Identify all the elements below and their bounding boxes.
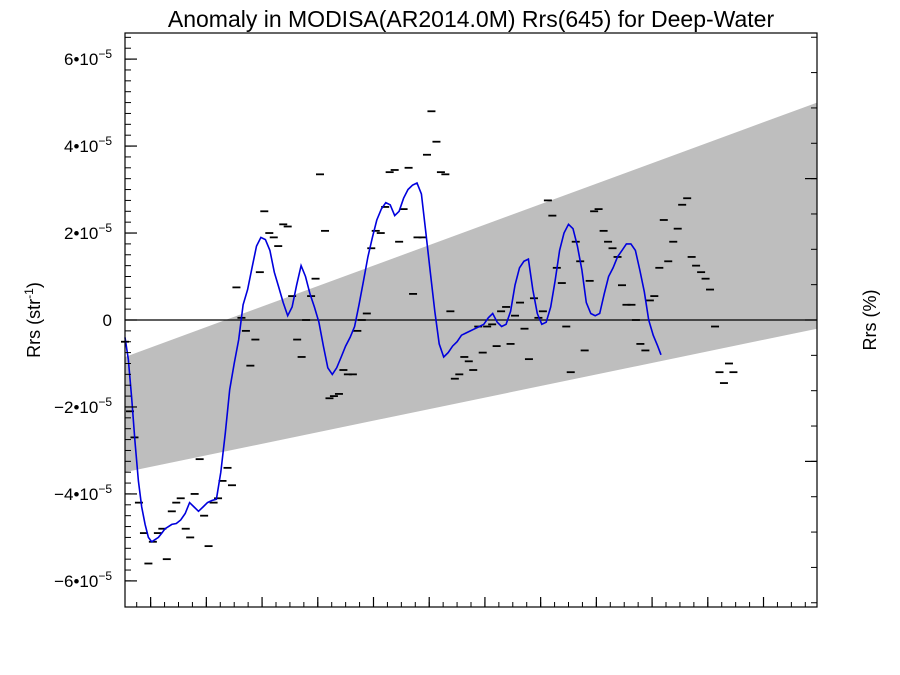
y-tick-exponent-5: −5 <box>98 482 112 496</box>
y-tick-label-3: 0 <box>103 311 112 330</box>
y-tick-exponent-0: −5 <box>98 47 112 61</box>
chart-title: Anomaly in MODISA(AR2014.0M) Rrs(645) fo… <box>168 6 775 32</box>
left-axis: 6•10−54•10−52•10−50−2•10−5−4•10−5−6•10−5 <box>54 36 137 591</box>
smoothed-anomaly-line <box>124 181 662 543</box>
y-tick-mantissa-6: −6•10 <box>54 572 98 591</box>
y-tick-exponent-2: −5 <box>98 221 112 235</box>
y-tick-label-4: −2•10−5 <box>54 395 112 417</box>
y-axis-label-close: ) <box>24 282 44 288</box>
y-tick-exponent-1: −5 <box>98 134 112 148</box>
y-tick-label-1: 4•10−5 <box>64 134 112 156</box>
y-tick-mantissa-4: −2•10 <box>54 398 98 417</box>
y-tick-label-5: −4•10−5 <box>54 482 112 504</box>
y2-axis-label: Rrs (%) <box>860 290 880 351</box>
y-tick-mantissa-1: 4•10 <box>64 137 98 156</box>
y-tick-mantissa-3: 0 <box>103 311 112 330</box>
y-axis-label: Rrs (str-1) <box>22 282 44 358</box>
anomaly-points <box>121 110 738 565</box>
y-tick-mantissa-2: 2•10 <box>64 224 98 243</box>
y-tick-exponent-6: −5 <box>98 569 112 583</box>
y-axis-label-sup: -1 <box>22 288 36 299</box>
y-tick-mantissa-0: 6•10 <box>64 50 98 69</box>
y-tick-label-0: 6•10−5 <box>64 47 112 69</box>
y-tick-mantissa-5: −4•10 <box>54 485 98 504</box>
y-tick-exponent-4: −5 <box>98 395 112 409</box>
plot-area <box>121 32 818 608</box>
trend-band <box>125 102 817 473</box>
right-axis <box>805 36 817 604</box>
y-axis-label-text: Rrs (str <box>24 299 44 358</box>
y-tick-label-2: 2•10−5 <box>64 221 112 243</box>
y-tick-label-6: −6•10−5 <box>54 569 112 591</box>
bottom-axis <box>136 597 806 607</box>
